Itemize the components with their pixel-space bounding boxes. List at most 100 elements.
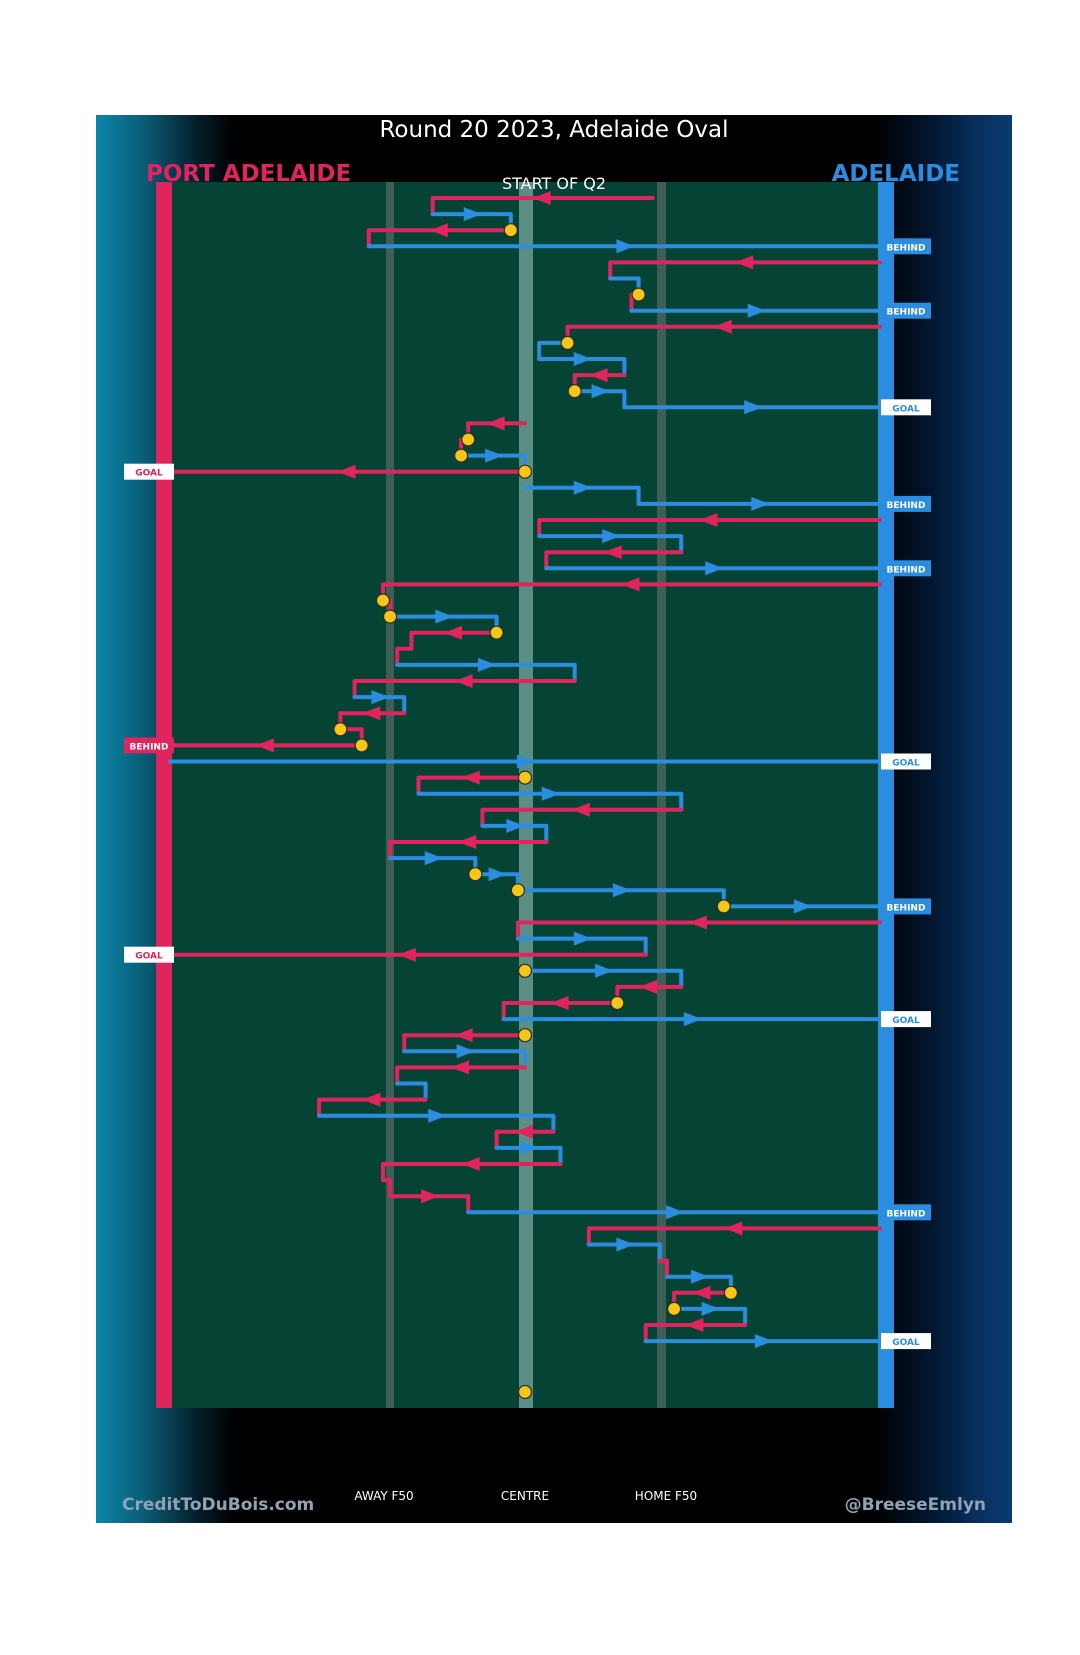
result-badge [881, 1333, 931, 1350]
result-label: BEHIND [887, 501, 926, 511]
stoppage-marker [517, 963, 533, 978]
chain-line [494, 1129, 556, 1150]
result-label: BEHIND [887, 308, 926, 318]
chain-line [317, 1097, 428, 1118]
chain-arrow [683, 1012, 702, 1027]
chain-arrow [456, 1044, 475, 1059]
chain-arrow [461, 770, 480, 785]
result-badge [881, 238, 931, 255]
credit-right: @BreeseEmlyn [844, 1495, 986, 1515]
chain-arrow [520, 1140, 539, 1155]
chain-line [416, 791, 684, 812]
result-label: GOAL [892, 404, 920, 414]
chain-arrow [451, 1060, 470, 1075]
chain-line [537, 518, 882, 539]
chain-arrow [573, 352, 592, 366]
chain-arrow [515, 1124, 533, 1139]
result-badge [881, 302, 931, 319]
chain-arrow [701, 1301, 720, 1316]
chain-arrow [616, 1237, 635, 1252]
chain-arrow [747, 303, 766, 318]
chain-line [537, 534, 684, 555]
result-label: BEHIND [887, 565, 926, 575]
chain-arrow [541, 786, 560, 801]
chain-line [388, 840, 549, 861]
result-label: BEHIND [887, 903, 926, 913]
chain-arrow [454, 674, 473, 688]
chain-arrow [751, 496, 770, 511]
chain-arrow [435, 609, 454, 624]
chain-line [480, 807, 684, 828]
chain-arrow [485, 448, 504, 463]
chain-line [352, 695, 407, 716]
chain-arrow [362, 706, 381, 721]
chart-title: Round 20 2023, Adelaide Oval [379, 117, 729, 143]
chain-arrow [255, 738, 274, 753]
result-label: BEHIND [130, 742, 169, 752]
chain-arrow [458, 835, 477, 849]
result-label: GOAL [892, 759, 920, 769]
chain-line [381, 1162, 563, 1199]
stoppage-marker [375, 593, 391, 608]
stoppage-marker [666, 1301, 682, 1317]
result-badge [881, 898, 931, 915]
stoppage-marker [489, 625, 504, 640]
away-f50-line [386, 182, 394, 1408]
stoppage-marker [503, 223, 518, 238]
chain-arrow [591, 384, 610, 399]
chain-line [395, 662, 577, 683]
chain-arrow [337, 464, 356, 479]
stoppage-marker [454, 448, 469, 463]
chain-chart: BEHIND BEHIND GOAL GOAL BEHIND BEHIND BEHIND GO… [124, 182, 931, 1408]
stoppage-marker [517, 1028, 533, 1043]
chain-arrow [735, 255, 754, 270]
chain-line [537, 357, 627, 378]
chain-line [501, 1001, 620, 1022]
chain-arrow [421, 1189, 440, 1204]
chain-arrow [488, 867, 507, 882]
result-badge [881, 1011, 931, 1028]
chain-arrow [550, 996, 569, 1010]
chain-arrow [424, 851, 443, 866]
chain-line [515, 920, 882, 941]
port-goal-line [156, 182, 172, 1408]
chain-line [416, 775, 527, 796]
chain-arrow [612, 883, 631, 898]
result-label: GOAL [135, 952, 163, 962]
chain-line [586, 1242, 662, 1263]
stoppage-marker [468, 867, 483, 882]
chain-line [430, 196, 655, 217]
result-badge [881, 560, 931, 577]
chain-line [537, 340, 570, 361]
stoppage-marker [333, 722, 348, 737]
chain-line [395, 1081, 428, 1102]
chain-line [480, 823, 549, 844]
chain-line [643, 1323, 748, 1344]
result-badge [881, 753, 931, 770]
chain-line [572, 389, 627, 410]
poster: BEHIND BEHIND GOAL GOAL BEHIND BEHIND BEHIND GO… [96, 115, 1012, 1523]
chain-line [366, 228, 513, 249]
chain-arrow [621, 577, 640, 592]
stoppage-marker [716, 899, 731, 914]
result-badge [881, 495, 931, 512]
chain-arrow [793, 899, 812, 914]
result-badge [124, 946, 174, 963]
stoppage-marker [567, 384, 582, 399]
chain-arrow [589, 368, 608, 383]
chain-arrow [454, 1028, 473, 1043]
chain-line [352, 679, 577, 700]
chain-arrow [444, 625, 462, 640]
chain-line [494, 1145, 563, 1166]
adelaide-goal-line [878, 182, 894, 1408]
chain-arrow [692, 1285, 711, 1300]
result-label: GOAL [892, 1338, 920, 1348]
chain-arrow [744, 400, 763, 415]
chain-line [523, 485, 641, 506]
axis-label-home-f50: HOME F50 [634, 1489, 698, 1503]
chain-arrow [428, 1108, 447, 1123]
chain-line [608, 260, 882, 281]
chain-arrow [506, 818, 525, 833]
team-right-label: ADELAIDE [831, 161, 960, 187]
chain-arrow [397, 947, 416, 962]
